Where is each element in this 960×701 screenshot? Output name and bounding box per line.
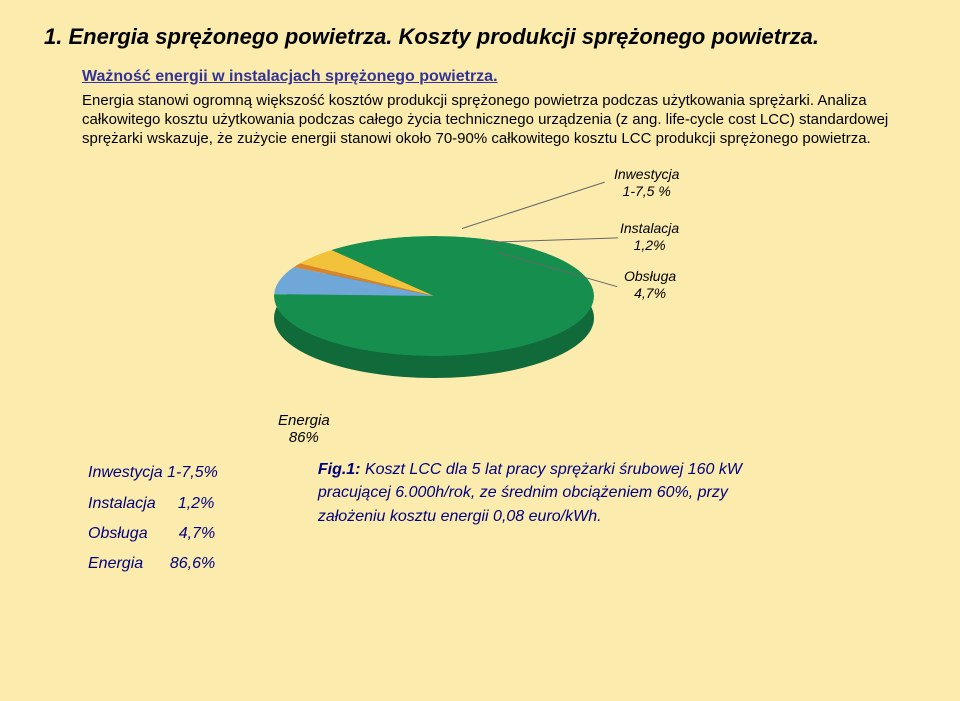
pie-svg xyxy=(274,236,594,356)
legend: Inwestycja 1-7,5% Instalacja 1,2% Obsług… xyxy=(88,458,218,580)
section-subheading: Ważność energii w instalacjach sprężoneg… xyxy=(82,68,916,86)
callout-label: Inwestycja xyxy=(614,166,679,182)
callout-value: 1,2% xyxy=(620,237,679,254)
legend-row: Inwestycja 1-7,5% xyxy=(88,458,218,488)
callout-value: 4,7% xyxy=(624,285,676,302)
callout-obsluga: Obsługa 4,7% xyxy=(624,268,676,302)
pie-top xyxy=(274,236,594,356)
legend-row: Instalacja 1,2% xyxy=(88,489,218,519)
callout-label: Instalacja xyxy=(620,220,679,236)
caption-text: Koszt LCC dla 5 lat pracy sprężarki śrub… xyxy=(318,461,742,524)
footer-row: Inwestycja 1-7,5% Instalacja 1,2% Obsług… xyxy=(88,458,916,580)
callout-energia: Energia 86% xyxy=(278,412,330,446)
body-paragraph: Energia stanowi ogromną większość kosztó… xyxy=(82,92,896,148)
legend-row: Obsługa 4,7% xyxy=(88,519,218,549)
page-title: 1. Energia sprężonego powietrza. Koszty … xyxy=(44,24,916,50)
callout-value: 86% xyxy=(289,429,319,446)
pie-chart: Inwestycja 1-7,5 % Instalacja 1,2% Obsłu… xyxy=(44,156,916,456)
caption-fig: Fig.1: xyxy=(318,461,361,478)
figure-caption: Fig.1: Koszt LCC dla 5 lat pracy sprężar… xyxy=(318,458,798,580)
callout-value: 1-7,5 % xyxy=(614,183,679,200)
legend-row: Energia 86,6% xyxy=(88,549,218,579)
callout-instalacja: Instalacja 1,2% xyxy=(620,220,679,254)
pie-3d-wrap xyxy=(274,196,594,406)
callout-label: Obsługa xyxy=(624,268,676,284)
callout-inwestycja: Inwestycja 1-7,5 % xyxy=(614,166,679,200)
callout-label: Energia xyxy=(278,412,330,429)
